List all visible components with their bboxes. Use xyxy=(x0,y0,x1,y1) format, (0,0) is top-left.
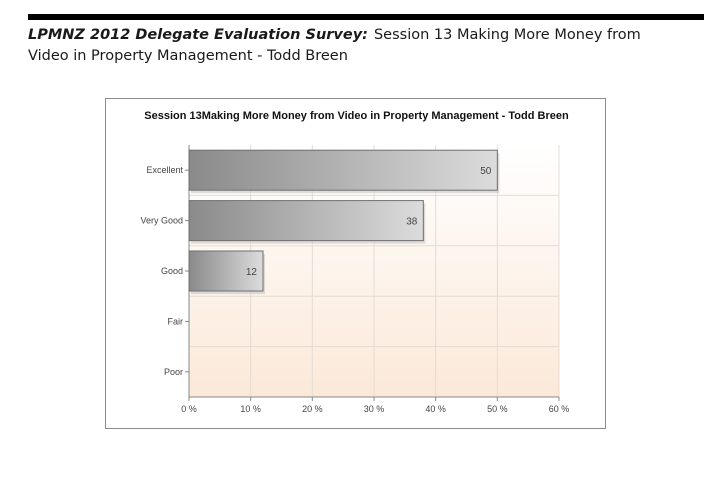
x-tick-label: 50 % xyxy=(487,404,508,414)
y-tick-label: Good xyxy=(161,266,183,276)
heading-rest: Session 13 Making More Money from Video … xyxy=(28,27,641,64)
x-tick-label: 60 % xyxy=(549,404,570,414)
y-tick-label: Very Good xyxy=(140,216,183,226)
data-label: 50 xyxy=(480,166,492,177)
chart-title: Session 13Making More Money from Video i… xyxy=(144,110,569,122)
x-tick-label: 40 % xyxy=(425,404,446,414)
chart-frame: Session 13Making More Money from Video i… xyxy=(105,98,606,429)
data-label: 12 xyxy=(246,267,258,278)
x-tick-label: 30 % xyxy=(364,404,385,414)
bar xyxy=(188,149,498,191)
data-label: 38 xyxy=(406,217,418,228)
bar-chart: 0 % 10 % 20 % 30 % 40 % 50 % 60 % Excellent 50 Ve… xyxy=(140,145,570,414)
y-tick-label: Poor xyxy=(164,367,183,377)
x-tick-label: 0 % xyxy=(181,404,197,414)
y-tick-label: Excellent xyxy=(146,165,183,175)
page-heading: LPMNZ 2012 Delegate Evaluation Survey: Se… xyxy=(28,25,668,67)
y-tick-label: Fair xyxy=(168,316,184,326)
top-rule xyxy=(28,14,704,20)
x-tick-label: 10 % xyxy=(240,404,261,414)
x-tick-label: 20 % xyxy=(302,404,323,414)
bar xyxy=(188,250,264,292)
bar xyxy=(188,200,424,242)
heading-lead: LPMNZ 2012 Delegate Evaluation Survey: xyxy=(28,27,368,43)
